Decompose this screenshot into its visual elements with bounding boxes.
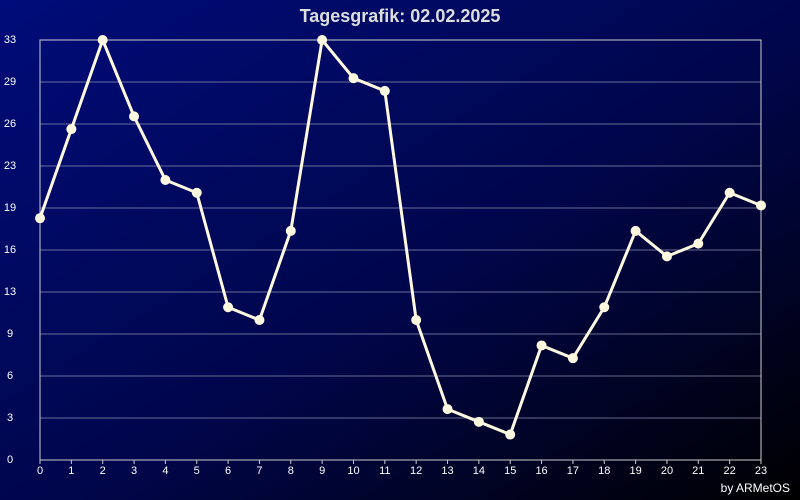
data-point xyxy=(97,35,108,45)
plot-frame xyxy=(39,39,762,461)
x-tick-label: 11 xyxy=(379,465,390,477)
data-point xyxy=(35,213,45,224)
data-point xyxy=(160,175,171,185)
x-tick-label: 14 xyxy=(473,465,485,477)
x-tick-label: 3 xyxy=(131,465,137,477)
data-point xyxy=(223,302,234,313)
data-point xyxy=(285,225,296,236)
y-tick-label: 16 xyxy=(4,244,16,256)
y-tick-label: 26 xyxy=(4,118,16,130)
y-tick-label: 6 xyxy=(7,370,13,382)
series-line xyxy=(38,38,762,437)
x-tick-label: 4 xyxy=(162,465,168,477)
data-point xyxy=(505,429,516,440)
x-tick-label: 6 xyxy=(225,465,231,477)
footer: by ARMetOS xyxy=(721,481,790,495)
x-tick-label: 10 xyxy=(347,465,359,477)
data-point xyxy=(630,225,641,236)
y-tick-label: 19 xyxy=(4,202,16,214)
y-tick-label: 0 xyxy=(7,454,13,466)
x-tick-label: 22 xyxy=(724,465,736,477)
data-point xyxy=(473,416,484,427)
x-tick-label: 7 xyxy=(256,465,262,477)
data-point xyxy=(661,251,672,262)
data-point xyxy=(442,404,453,415)
x-tick-label: 2 xyxy=(100,465,106,477)
data-point xyxy=(536,340,547,351)
y-tick-label: 23 xyxy=(4,160,16,172)
chart-title: Tagesgrafik: 02.02.2025 xyxy=(300,6,501,26)
x-tick-label: 17 xyxy=(567,465,579,477)
x-tick-label: 16 xyxy=(535,465,547,477)
x-tick-label: 8 xyxy=(288,465,294,477)
x-tick-label: 20 xyxy=(661,465,673,477)
data-point xyxy=(756,200,766,211)
data-point xyxy=(191,187,202,198)
data-point xyxy=(348,73,359,84)
x-tick-label: 12 xyxy=(410,465,422,477)
data-point xyxy=(724,187,735,198)
data-point xyxy=(317,35,328,45)
data-point xyxy=(129,111,140,122)
x-tick-label: 23 xyxy=(755,465,767,477)
data-point xyxy=(379,85,390,96)
data-point xyxy=(254,315,265,325)
x-tick-label: 19 xyxy=(629,465,641,477)
y-tick-label: 3 xyxy=(7,412,13,424)
x-tick-label: 1 xyxy=(68,465,74,477)
data-point xyxy=(567,353,578,364)
x-tick-label: 5 xyxy=(194,465,200,477)
x-tick-label: 9 xyxy=(319,465,325,477)
data-point xyxy=(411,315,422,325)
y-tick-label: 13 xyxy=(4,286,16,298)
y-tick-label: 9 xyxy=(7,328,13,340)
data-point xyxy=(66,124,77,135)
data-point xyxy=(599,302,610,313)
x-tick-label: 0 xyxy=(37,465,43,477)
x-tick-label: 18 xyxy=(598,465,610,477)
x-tick-label: 15 xyxy=(504,465,516,477)
y-tick-label: 29 xyxy=(4,76,16,88)
x-tick-label: 13 xyxy=(441,465,453,477)
y-tick-label: 33 xyxy=(4,34,16,46)
data-point xyxy=(693,238,704,249)
x-tick-label: 21 xyxy=(692,465,704,477)
